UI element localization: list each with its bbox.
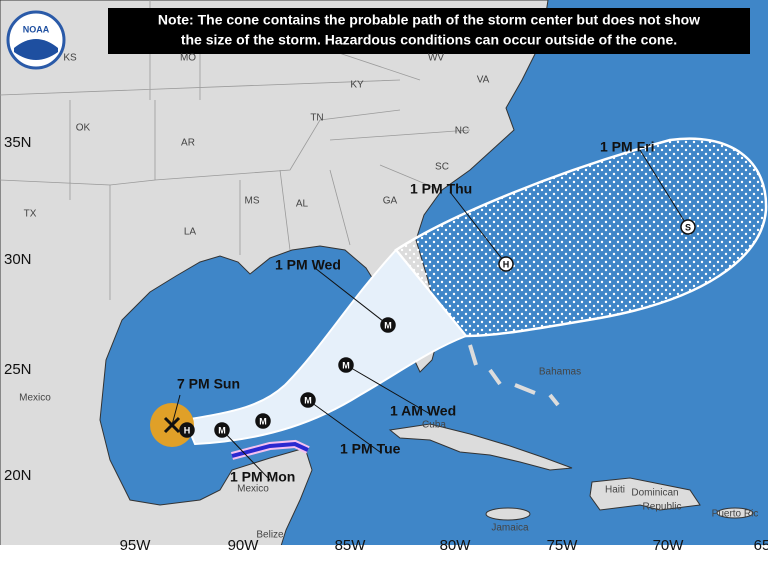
track-symbol: M <box>218 425 226 435</box>
jamaica <box>485 507 531 521</box>
place-label: KS <box>63 53 77 64</box>
place-label: AL <box>296 199 309 210</box>
track-symbol: M <box>259 416 267 426</box>
track-point <box>338 357 354 373</box>
time-label: 1 PM Tue <box>340 441 401 457</box>
place-label: Belize <box>256 530 284 541</box>
place-label: AR <box>181 138 195 149</box>
lon-label: 80W <box>440 537 472 554</box>
track-symbol: S <box>685 222 691 232</box>
lon-label: 85W <box>335 537 367 554</box>
cone-day-4-5 <box>394 137 768 338</box>
place-label: WV <box>428 53 444 64</box>
place-label: Republic <box>643 502 682 513</box>
lon-label: 75W <box>547 537 579 554</box>
logo-text: NOAA <box>23 24 50 34</box>
hurricane-watch <box>231 441 309 458</box>
track-symbol: M <box>304 395 312 405</box>
lon-label: 70W <box>653 537 685 554</box>
place-label: Haiti <box>605 485 625 496</box>
track-point <box>380 317 396 333</box>
time-label: 1 PM Wed <box>275 257 341 273</box>
track-symbol: H <box>503 259 510 269</box>
place-label: MO <box>180 53 196 64</box>
track-symbol: M <box>384 320 392 330</box>
lat-label: 25N <box>4 361 32 378</box>
place-label: NC <box>455 126 469 137</box>
place-label: Dominican <box>631 488 678 499</box>
hispaniola <box>589 477 701 511</box>
leader <box>639 149 689 228</box>
note-text: Note: The cone contains the probable pat… <box>158 12 700 28</box>
place-label: Puerto Ric <box>712 509 759 520</box>
note-box <box>108 8 750 54</box>
bottom-strip <box>0 545 768 562</box>
track-point <box>179 422 195 438</box>
place-label: Cuba <box>422 420 446 431</box>
time-label: 7 PM Sun <box>177 376 240 392</box>
leader <box>171 394 181 426</box>
lon-label: 90W <box>228 537 260 554</box>
leader <box>307 399 381 453</box>
cuba <box>388 423 573 471</box>
time-label: 1 PM Fri <box>600 139 654 155</box>
leader <box>449 191 507 265</box>
place-label: MS <box>245 196 260 207</box>
place-label: VA <box>477 75 490 86</box>
leader <box>221 429 271 481</box>
puerto-rico <box>716 507 754 519</box>
place-label: GA <box>383 196 398 207</box>
cone-day-1-3 <box>183 248 468 446</box>
bahamas <box>468 344 560 407</box>
logo-wave <box>14 39 58 60</box>
place-label: TN <box>310 113 323 124</box>
note-text: the size of the storm. Hazardous conditi… <box>181 32 677 48</box>
track-point <box>214 422 230 438</box>
leader <box>345 364 431 415</box>
track-point <box>255 413 271 429</box>
place-label: Bahamas <box>539 367 581 378</box>
time-label: 1 PM Thu <box>410 181 472 197</box>
track-point <box>498 256 514 272</box>
place-label: OK <box>76 123 91 134</box>
lon-label: 65 <box>754 537 768 554</box>
track-point <box>680 219 696 235</box>
track-symbol: M <box>342 360 350 370</box>
track-point <box>300 392 316 408</box>
land <box>0 0 549 563</box>
lat-label: 20N <box>4 467 32 484</box>
place-label: Mexico <box>19 393 51 404</box>
time-label: 1 PM Mon <box>230 469 295 485</box>
time-label: 1 AM Wed <box>390 403 456 419</box>
track-symbol: H <box>184 425 191 435</box>
lon-label: 95W <box>120 537 152 554</box>
lat-label: 30N <box>4 251 32 268</box>
lat-label: 35N <box>4 134 32 151</box>
place-label: SC <box>435 162 449 173</box>
place-label: Mexico <box>237 484 269 495</box>
place-label: Jamaica <box>491 523 529 534</box>
leader <box>314 267 389 326</box>
place-label: KY <box>350 80 364 91</box>
place-label: LA <box>184 227 197 238</box>
place-label: TX <box>24 209 37 220</box>
